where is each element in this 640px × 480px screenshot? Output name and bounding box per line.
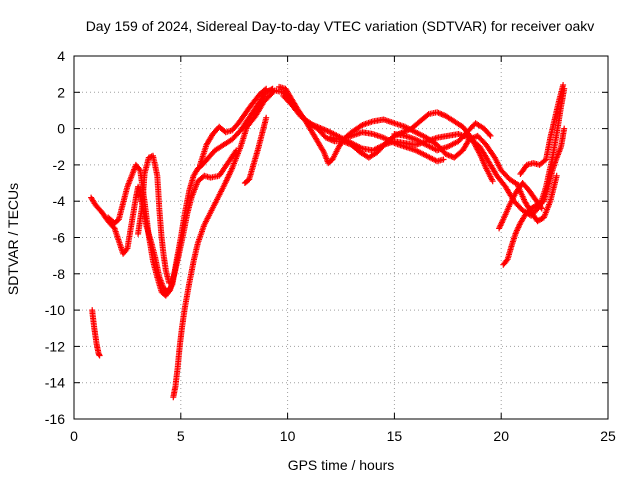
data-point-interp [262, 86, 268, 93]
data-point [553, 172, 560, 179]
data-point [263, 114, 270, 121]
chart-title: Day 159 of 2024, Sidereal Day-to-day VTE… [86, 18, 595, 34]
axis-ticks: 0 5 10 15 20 25 -16 -14 -12 -10 -8 -6 -4 -2 0 2 4 [45, 48, 616, 444]
data-point [263, 85, 270, 92]
x-tick-label: 10 [280, 428, 296, 444]
y-tick-label: 2 [57, 84, 65, 100]
data-point [487, 132, 494, 139]
data-point [440, 156, 447, 163]
series-arc-13 [500, 125, 568, 268]
x-tick-label: 0 [70, 428, 78, 444]
series-arc-14 [517, 82, 567, 177]
series-arc-10 [327, 129, 447, 165]
data-point [561, 125, 568, 132]
y-tick-label: 0 [57, 121, 65, 137]
y-tick-label: -14 [45, 375, 65, 391]
y-tick-label: -2 [53, 157, 66, 173]
data-point [489, 178, 496, 185]
series-arc-4 [135, 152, 173, 286]
y-tick-label: -4 [53, 193, 66, 209]
x-tick-label: 15 [387, 428, 403, 444]
series-arc-15 [515, 172, 560, 225]
series-arc-1 [89, 307, 103, 359]
data-point [166, 279, 173, 286]
data-point-interp [136, 166, 143, 172]
x-tick-label: 5 [177, 428, 185, 444]
x-tick-label: 25 [600, 428, 616, 444]
y-tick-label: -8 [53, 266, 66, 282]
series-arc-9 [280, 92, 496, 185]
data-point [560, 82, 567, 88]
y-tick-label: -6 [53, 230, 66, 246]
y-axis-label: SDTVAR / TECUs [5, 183, 21, 295]
series-arc-7 [241, 114, 270, 186]
data-point-interp [486, 131, 493, 138]
data-markers [88, 82, 568, 401]
data-point [96, 352, 103, 359]
data-point [538, 205, 545, 212]
series-arc-6 [197, 85, 270, 168]
x-axis-label: GPS time / hours [288, 457, 395, 473]
y-tick-label: -10 [45, 302, 65, 318]
y-tick-label: -12 [45, 338, 65, 354]
y-tick-label: 4 [57, 48, 65, 64]
series-arc-3 [105, 147, 240, 299]
y-tick-label: -16 [45, 411, 65, 427]
series-arc-11 [391, 120, 494, 154]
x-tick-label: 20 [493, 428, 509, 444]
